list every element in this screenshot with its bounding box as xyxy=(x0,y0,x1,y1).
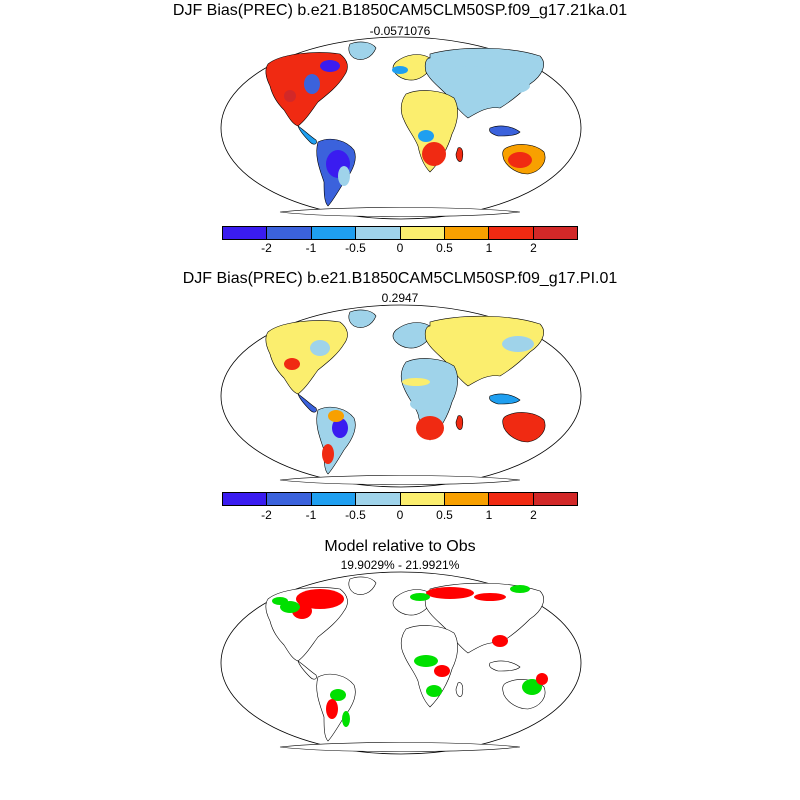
colorbar-segment xyxy=(356,227,401,239)
panel2-colorbar-ticks: -2 -1 -0.5 0 0.5 1 2 xyxy=(222,508,578,524)
colorbar-tick-label: -0.5 xyxy=(345,508,366,522)
bias-region xyxy=(310,340,330,356)
bias-region xyxy=(536,673,548,685)
colorbar-tick-label: -0.5 xyxy=(345,241,366,255)
panel3-subtitle: 19.9029% - 21.9921% xyxy=(340,558,460,572)
bias-region xyxy=(284,358,300,370)
land-greenland xyxy=(348,309,377,328)
bias-region xyxy=(402,378,430,386)
panel2-subtitle: 0.2947 xyxy=(381,291,419,305)
bias-region xyxy=(284,90,296,102)
bias-region xyxy=(330,689,346,701)
panel1-map xyxy=(220,36,582,220)
panel2-title: DJF Bias(PREC) b.e21.B1850CAM5CLM50SP.f0… xyxy=(182,270,618,287)
colorbar-segment xyxy=(400,493,445,505)
land-camerica xyxy=(297,393,317,413)
colorbar-tick-label: 0.5 xyxy=(436,508,453,522)
land-madagascar xyxy=(455,682,464,697)
bias-region xyxy=(320,60,340,72)
bias-region xyxy=(474,593,506,601)
colorbar-segment xyxy=(267,227,312,239)
bias-region xyxy=(510,585,530,593)
bias-region xyxy=(414,655,438,667)
colorbar-segment xyxy=(267,493,312,505)
bias-region xyxy=(502,336,534,352)
colorbar-tick-label: -2 xyxy=(261,508,272,522)
colorbar-tick-label: 0 xyxy=(396,508,404,522)
bias-region xyxy=(296,589,344,609)
colorbar-segment xyxy=(311,493,357,505)
bias-region xyxy=(492,635,508,647)
land-camerica xyxy=(297,660,317,680)
panel1-colorbar-ticks: -2 -1 -0.5 0 0.5 1 2 xyxy=(222,241,578,257)
panel1-subtitle: -0.0571076 xyxy=(369,24,431,38)
land-antarctica xyxy=(279,742,521,752)
colorbar-segment xyxy=(223,493,268,505)
land-indonesia xyxy=(489,660,521,672)
land-indonesia xyxy=(489,125,521,137)
land-namerica xyxy=(265,320,348,395)
colorbar-tick-label: 0.5 xyxy=(436,241,453,255)
bias-region xyxy=(332,418,348,438)
colorbar-segment xyxy=(444,493,490,505)
bias-region xyxy=(338,166,350,186)
panel3-title: Model relative to Obs xyxy=(324,538,476,555)
colorbar-tick-label: 1 xyxy=(485,508,493,522)
bias-region xyxy=(508,152,532,168)
land-antarctica xyxy=(279,207,521,217)
bias-region xyxy=(490,78,530,94)
bias-region xyxy=(404,108,436,120)
bias-region xyxy=(392,66,408,74)
bias-region xyxy=(422,142,446,166)
bias-region xyxy=(326,699,338,719)
land-europe xyxy=(392,322,432,349)
bias-region xyxy=(328,410,344,422)
bias-region xyxy=(440,66,500,86)
colorbar-segment xyxy=(356,493,401,505)
bias-region xyxy=(426,587,474,599)
colorbar-segment xyxy=(400,227,445,239)
colorbar-tick-label: 1 xyxy=(485,241,493,255)
panel3-map xyxy=(220,571,582,755)
colorbar-tick-label: 2 xyxy=(530,241,537,255)
bias-region xyxy=(272,597,288,605)
colorbar-segment xyxy=(533,227,577,239)
bias-region xyxy=(450,330,510,350)
colorbar-segment xyxy=(444,227,490,239)
bias-region xyxy=(434,665,450,677)
bias-region xyxy=(410,593,430,601)
colorbar-tick-label: -2 xyxy=(261,241,272,255)
bias-region xyxy=(322,444,334,464)
bias-region xyxy=(410,398,430,410)
bias-region xyxy=(418,130,434,142)
bias-region xyxy=(416,416,444,440)
bias-region xyxy=(514,420,538,436)
land-greenland xyxy=(348,41,377,60)
panel2-colorbar xyxy=(222,492,578,506)
colorbar-segment xyxy=(223,227,268,239)
land-madagascar xyxy=(455,415,464,430)
land-madagascar xyxy=(455,147,464,162)
panel2-map xyxy=(220,304,582,488)
colorbar-segment xyxy=(489,493,534,505)
land-antarctica xyxy=(279,475,521,485)
bias-region xyxy=(426,685,442,697)
colorbar-tick-label: 2 xyxy=(530,508,537,522)
colorbar-segment xyxy=(311,227,357,239)
panel1-colorbar xyxy=(222,226,578,240)
colorbar-tick-label: -1 xyxy=(305,241,317,255)
land-indonesia xyxy=(489,393,521,405)
bias-region xyxy=(342,711,350,727)
land-greenland xyxy=(348,576,377,595)
colorbar-tick-label: -1 xyxy=(305,508,317,522)
panel1-title: DJF Bias(PREC) b.e21.B1850CAM5CLM50SP.f0… xyxy=(172,2,628,19)
colorbar-tick-label: 0 xyxy=(396,241,404,255)
colorbar-segment xyxy=(533,493,577,505)
land-camerica xyxy=(297,125,317,145)
bias-region xyxy=(522,679,542,695)
bias-region xyxy=(304,74,320,94)
colorbar-segment xyxy=(489,227,534,239)
